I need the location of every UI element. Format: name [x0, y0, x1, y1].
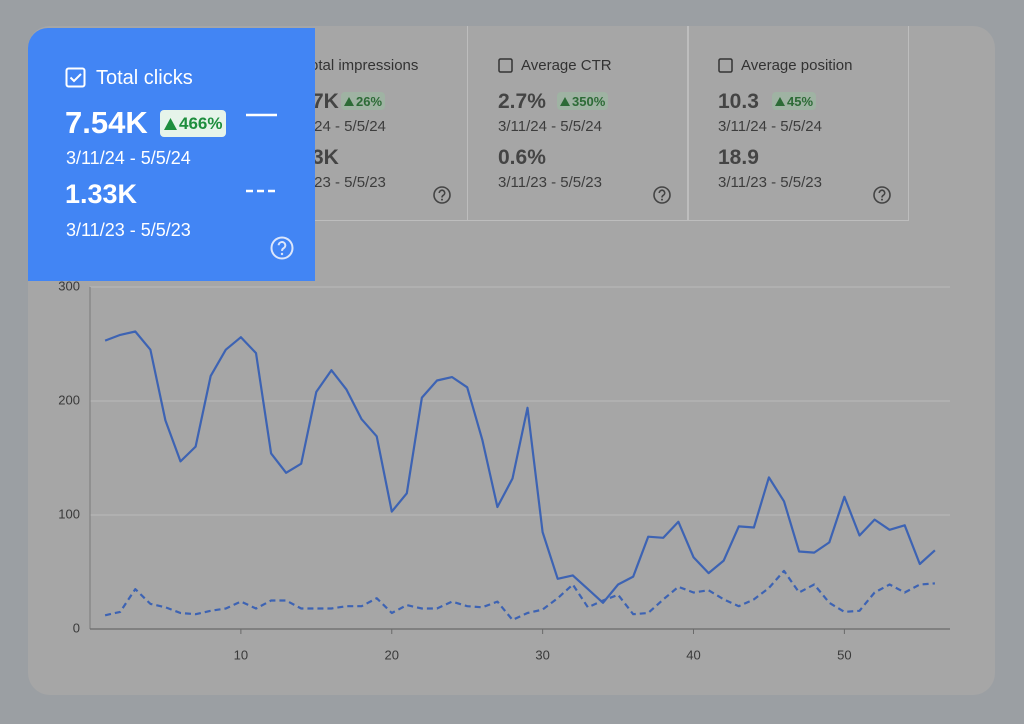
y-tick-label: 200 [58, 392, 80, 407]
y-tick-label: 300 [58, 278, 80, 293]
position-card[interactable]: Average position 10.3 45% 3/11/24 - 5/5/… [687, 26, 909, 221]
previous-value: 0.6% [498, 146, 546, 169]
date-range: 3/11/24 - 5/5/24 [498, 118, 602, 135]
card-title: Average position [741, 57, 853, 74]
line-series [104, 330, 936, 604]
card-value: 10.3 [718, 90, 759, 113]
clicks-card[interactable]: Total clicks 7.54K 466% 3/11/24 - 5/5/24… [28, 28, 315, 281]
ctr-card[interactable]: Average CTR 2.7% 350% 3/11/24 - 5/5/24 0… [467, 26, 689, 221]
change-badge: 466% [160, 110, 227, 137]
change-value: 26% [356, 93, 383, 109]
help-icon[interactable] [652, 185, 672, 205]
x-tick-label: 40 [686, 647, 700, 662]
card-title: Total clicks [96, 67, 193, 89]
card-title: otal impressions [310, 57, 419, 74]
x-tick-label: 30 [535, 647, 549, 662]
date-range: 3/11/24 - 5/5/24 [718, 118, 822, 135]
change-value: 350% [572, 93, 606, 109]
date-range: 3/11/23 - 5/5/23 [66, 220, 191, 240]
card-title: Average CTR [521, 57, 612, 74]
help-icon[interactable] [269, 235, 295, 261]
x-tick-label: 50 [837, 647, 851, 662]
date-range: 3/11/23 - 5/5/23 [498, 174, 602, 191]
y-tick-label: 100 [58, 506, 80, 521]
previous-value: 3K [312, 146, 339, 169]
up-arrow [560, 96, 570, 106]
date-range: 3/11/23 - 5/5/23 [718, 174, 822, 191]
up-arrow [164, 117, 177, 130]
impressions-card[interactable]: otal impressions 7K 26% /24 - 5/5/24 3K … [310, 26, 468, 221]
date-range: /24 - 5/5/24 [310, 118, 386, 135]
date-range: 3/11/24 - 5/5/24 [66, 148, 191, 168]
line-series [104, 569, 935, 621]
checkbox[interactable] [498, 58, 514, 74]
help-icon[interactable] [432, 185, 452, 205]
change-badge: 26% [341, 92, 386, 110]
card-value: 7.54K [65, 105, 148, 140]
dashed-line-key [246, 189, 277, 193]
change-value: 466% [179, 113, 223, 133]
previous-value: 1.33K [65, 179, 138, 209]
card-value: 7K [312, 90, 339, 113]
help-icon[interactable] [872, 185, 892, 205]
change-value: 45% [787, 93, 814, 109]
x-tick-label: 10 [234, 647, 248, 662]
up-arrow [775, 96, 785, 106]
change-badge: 45% [772, 92, 817, 110]
checkbox[interactable] [65, 67, 87, 89]
y-tick-label: 0 [73, 620, 80, 635]
previous-value: 18.9 [718, 146, 759, 169]
up-arrow [344, 96, 354, 106]
x-tick-label: 20 [385, 647, 399, 662]
card-value: 2.7% [498, 90, 546, 113]
solid-line-key [246, 113, 277, 117]
date-range: /23 - 5/5/23 [310, 174, 386, 191]
change-badge: 350% [557, 92, 609, 110]
checkbox[interactable] [718, 58, 734, 74]
